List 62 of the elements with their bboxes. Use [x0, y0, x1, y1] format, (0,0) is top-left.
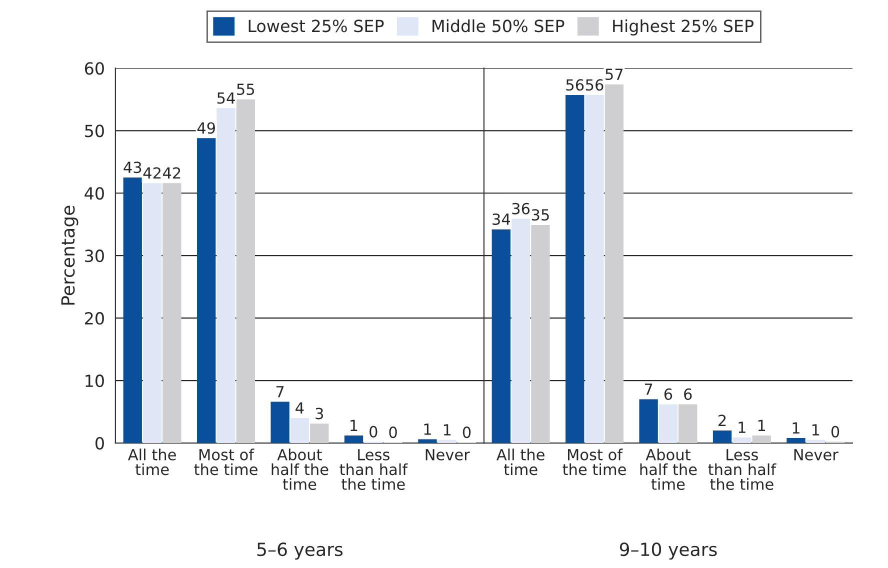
x-tick-label: About half the time [640, 448, 697, 490]
data-label: 7 [644, 384, 652, 395]
data-label: 42 [143, 167, 160, 179]
y-tick-label: 50 [85, 124, 104, 138]
bar [142, 183, 162, 444]
y-tick-label: 30 [85, 250, 104, 262]
data-label: 55 [237, 84, 254, 96]
bar [604, 84, 624, 444]
x-tick-label: About half the time [272, 448, 328, 490]
legend-label: Middle 50% SEP [432, 19, 564, 32]
data-label: 6 [664, 388, 672, 400]
x-tick-label: Most of the time [562, 448, 626, 476]
data-label: 35 [532, 209, 549, 221]
x-axis-title: 9–10 years [620, 542, 717, 560]
x-tick-label: Never [794, 449, 838, 460]
data-label: 57 [606, 68, 623, 80]
y-tick-label: 20 [85, 312, 104, 325]
data-label: 1 [758, 420, 766, 431]
x-tick-label: Less than half the time [340, 449, 408, 490]
data-label: 36 [512, 202, 530, 214]
data-label: 1 [444, 424, 451, 436]
y-tick-label: 40 [84, 187, 104, 200]
legend-label: Highest 25% SEP [613, 19, 754, 36]
data-label: 1 [792, 422, 800, 434]
legend-label: Lowest 25% SEP [248, 20, 384, 32]
data-label: 49 [197, 122, 215, 134]
bar [492, 229, 510, 444]
bar [438, 440, 456, 444]
data-label: 1 [424, 424, 431, 435]
data-label: 1 [812, 424, 820, 436]
data-label: 34 [492, 213, 510, 226]
data-label: 0 [462, 426, 471, 438]
bar [216, 108, 236, 444]
bar [418, 439, 437, 444]
data-label: 4 [296, 402, 304, 414]
data-label: 43 [124, 162, 142, 174]
data-label: 6 [684, 388, 692, 400]
x-axis-title: 5–6 years [257, 542, 343, 560]
data-label: 0 [831, 426, 840, 438]
x-tick-label: All the time [128, 448, 176, 476]
data-label: 1 [738, 422, 746, 433]
data-label: 3 [316, 408, 323, 420]
x-tick-label: All the time [496, 448, 544, 476]
data-label: 7 [276, 386, 284, 398]
data-label: 0 [389, 426, 397, 438]
bar [806, 440, 825, 444]
y-axis-title: Percentage [61, 206, 78, 305]
data-label: 2 [718, 414, 726, 426]
data-label: 42 [162, 167, 180, 179]
x-tick-label: Less than half the time [708, 449, 776, 490]
data-label: 1 [350, 420, 358, 431]
x-tick-label: Never [426, 449, 470, 460]
data-label: 54 [217, 92, 235, 104]
y-tick-label: 60 [84, 62, 104, 75]
data-label: 0 [370, 426, 378, 438]
data-label: 56 [586, 79, 604, 91]
x-tick-label: Most of the time [194, 448, 258, 476]
bar [531, 224, 550, 444]
bar [585, 95, 604, 444]
y-tick-label: 0 [96, 437, 104, 450]
data-label: 56 [566, 79, 584, 91]
y-tick-label: 10 [86, 374, 104, 388]
